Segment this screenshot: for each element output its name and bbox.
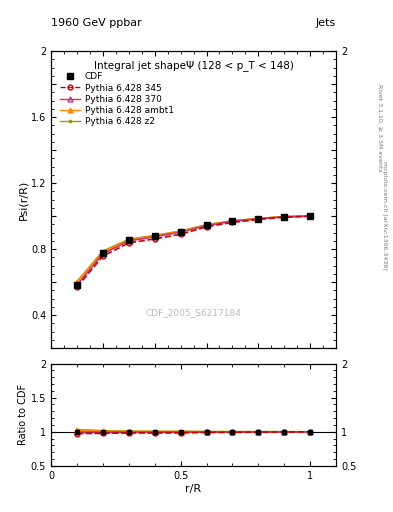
X-axis label: r/R: r/R bbox=[185, 483, 202, 494]
Legend: CDF, Pythia 6.428 345, Pythia 6.428 370, Pythia 6.428 ambt1, Pythia 6.428 z2: CDF, Pythia 6.428 345, Pythia 6.428 370,… bbox=[59, 71, 175, 128]
Text: Jets: Jets bbox=[316, 18, 336, 28]
Text: CDF_2005_S6217184: CDF_2005_S6217184 bbox=[146, 308, 241, 317]
Text: 1960 GeV ppbar: 1960 GeV ppbar bbox=[51, 18, 142, 28]
Text: Integral jet shapeΨ (128 < p_T < 148): Integral jet shapeΨ (128 < p_T < 148) bbox=[94, 60, 294, 71]
Text: mcplots.cern.ch [arXiv:1306.3436]: mcplots.cern.ch [arXiv:1306.3436] bbox=[382, 161, 387, 269]
Y-axis label: Ratio to CDF: Ratio to CDF bbox=[18, 384, 28, 445]
Text: Rivet 3.1.10, ≥ 3.3M events: Rivet 3.1.10, ≥ 3.3M events bbox=[377, 84, 382, 172]
Y-axis label: Psi(r/R): Psi(r/R) bbox=[18, 180, 28, 220]
